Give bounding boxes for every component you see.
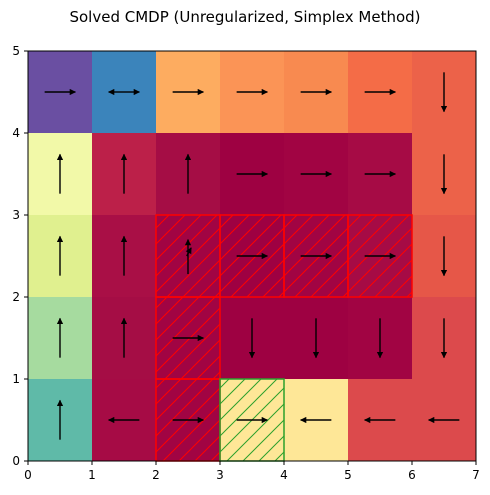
- x-tick-label: 2: [152, 468, 160, 482]
- x-tick-label: 4: [280, 468, 288, 482]
- x-tick-label: 5: [344, 468, 352, 482]
- y-tick-label: 1: [12, 372, 20, 386]
- x-tick-label: 7: [472, 468, 480, 482]
- policy-arrow: [185, 247, 192, 257]
- x-tick-label: 3: [216, 468, 224, 482]
- chart-title: Solved CMDP (Unregularized, Simplex Meth…: [69, 8, 421, 26]
- y-tick-label: 2: [12, 290, 20, 304]
- y-tick-label: 3: [12, 208, 20, 222]
- y-tick-label: 4: [12, 126, 20, 140]
- y-tick-label: 5: [12, 44, 20, 58]
- plot-frame: [27, 50, 477, 462]
- x-tick-label: 6: [408, 468, 416, 482]
- y-tick-label: 0: [12, 454, 20, 468]
- x-tick-label: 0: [24, 468, 32, 482]
- x-tick-label: 1: [88, 468, 96, 482]
